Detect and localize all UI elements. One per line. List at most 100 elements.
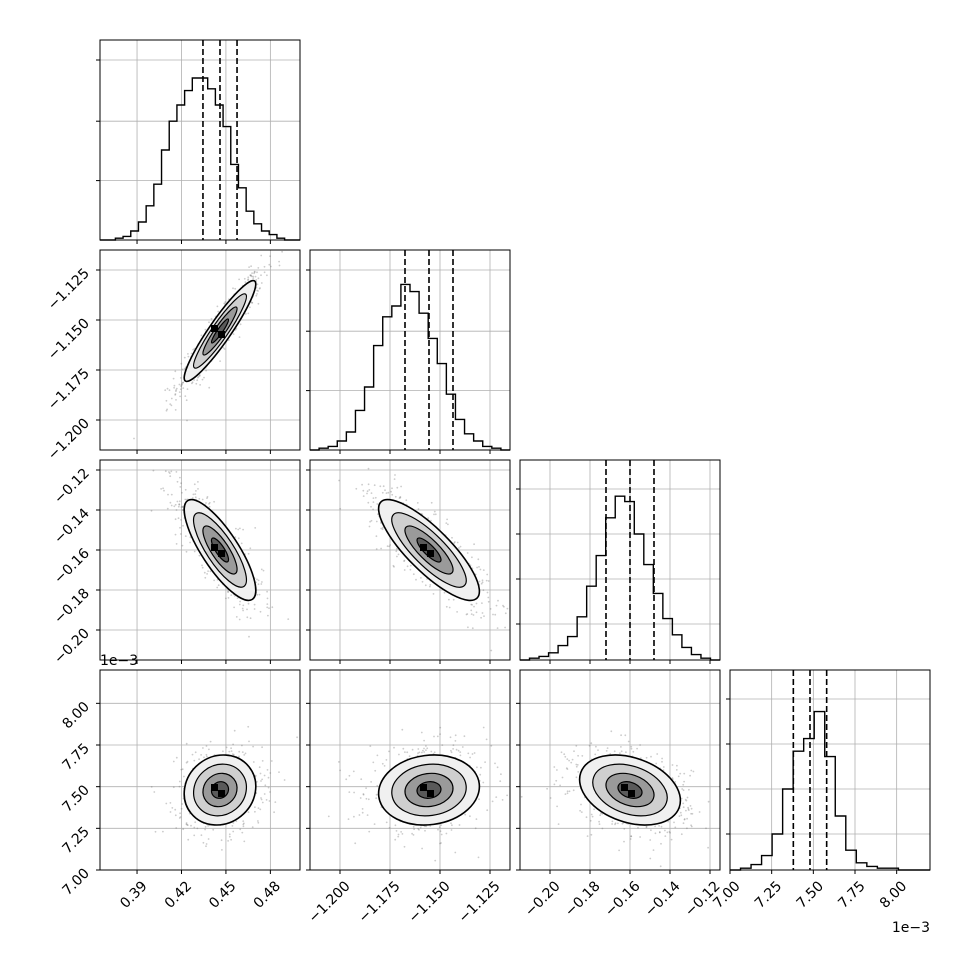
- sample-point: [588, 744, 591, 747]
- density-peak: [628, 790, 635, 797]
- sample-point: [268, 800, 271, 802]
- sample-point: [458, 547, 460, 549]
- sample-point: [504, 612, 507, 615]
- sample-point: [430, 519, 432, 522]
- sample-point: [662, 766, 665, 768]
- sample-point: [208, 503, 210, 505]
- sample-point: [690, 807, 693, 810]
- sample-point: [614, 822, 617, 825]
- sample-point: [266, 597, 269, 600]
- sample-point: [645, 825, 648, 828]
- sample-point: [687, 809, 690, 811]
- sample-point: [242, 604, 245, 607]
- sample-point: [195, 382, 198, 385]
- sample-point: [242, 528, 245, 531]
- sample-point: [683, 780, 685, 783]
- sample-point: [618, 849, 620, 852]
- sample-point: [249, 274, 252, 277]
- sample-point: [267, 786, 270, 789]
- sample-point: [630, 747, 633, 750]
- sample-point: [682, 802, 685, 805]
- sample-point: [181, 509, 184, 511]
- sample-point: [475, 602, 478, 605]
- sample-point: [180, 482, 183, 485]
- sample-point: [673, 821, 675, 824]
- sample-point: [575, 745, 578, 747]
- density-peak: [218, 331, 225, 338]
- sample-point: [235, 327, 238, 330]
- sample-point: [481, 581, 484, 584]
- sample-point: [658, 831, 661, 834]
- sample-point: [380, 547, 382, 550]
- sample-point: [454, 851, 457, 854]
- sample-point: [261, 746, 263, 749]
- sample-point: [373, 484, 376, 487]
- sample-point: [421, 580, 424, 583]
- x-tick-label: −1.150: [406, 878, 454, 926]
- sample-point: [451, 824, 453, 827]
- axes-frame: [99, 39, 301, 241]
- sample-point: [590, 833, 593, 836]
- sample-point: [424, 584, 427, 587]
- sample-point: [259, 610, 262, 613]
- sample-point: [590, 742, 593, 745]
- sample-point: [465, 613, 468, 616]
- sample-point: [252, 761, 255, 763]
- sample-point: [366, 490, 369, 493]
- sample-point: [179, 526, 181, 529]
- sample-point: [174, 370, 177, 373]
- y-tick-label: −1.175: [45, 366, 93, 414]
- sample-point: [690, 825, 693, 828]
- sample-point: [233, 606, 236, 609]
- sample-point: [207, 825, 210, 827]
- sample-point: [470, 603, 473, 606]
- sample-point: [248, 266, 251, 268]
- sample-point: [452, 748, 454, 750]
- sample-point: [358, 814, 361, 816]
- sample-point: [369, 520, 371, 523]
- sample-point: [430, 750, 433, 753]
- sample-point: [179, 812, 182, 815]
- sample-point: [205, 843, 208, 845]
- sample-point: [246, 616, 249, 619]
- sample-point: [191, 753, 194, 756]
- sample-point: [438, 826, 441, 829]
- x-tick-label: 0.45: [206, 878, 239, 911]
- sample-point: [683, 818, 686, 821]
- sample-point: [181, 368, 184, 371]
- axes-frame: [309, 669, 511, 871]
- sample-point: [391, 493, 394, 496]
- sample-point: [198, 374, 201, 377]
- sample-point: [194, 821, 197, 824]
- sample-point: [253, 270, 256, 273]
- sample-point: [467, 752, 470, 755]
- sample-point: [206, 496, 209, 498]
- sample-point: [372, 501, 375, 503]
- sample-point: [184, 488, 187, 491]
- sample-point: [401, 728, 404, 731]
- sample-point: [656, 753, 659, 755]
- sample-point: [179, 388, 182, 391]
- histogram-step: [730, 710, 930, 871]
- sample-point: [610, 730, 613, 733]
- sample-point: [193, 379, 196, 381]
- sample-point: [179, 533, 182, 535]
- sample-point: [403, 845, 406, 848]
- sample-point: [185, 822, 188, 824]
- sample-point: [683, 772, 686, 775]
- sample-point: [359, 797, 362, 799]
- sample-point: [475, 818, 478, 820]
- sample-point: [269, 255, 271, 258]
- sample-point: [561, 776, 564, 779]
- x-tick-label: −1.175: [356, 878, 404, 926]
- sample-point: [169, 475, 172, 478]
- sample-point: [411, 748, 414, 751]
- sample-point: [237, 537, 240, 540]
- x-tick-label: 7.75: [835, 878, 868, 911]
- sample-point: [261, 760, 264, 762]
- sample-point: [667, 820, 669, 823]
- sample-point: [242, 609, 245, 612]
- sample-point: [251, 826, 254, 828]
- sample-point: [207, 838, 210, 840]
- sample-point: [660, 825, 663, 828]
